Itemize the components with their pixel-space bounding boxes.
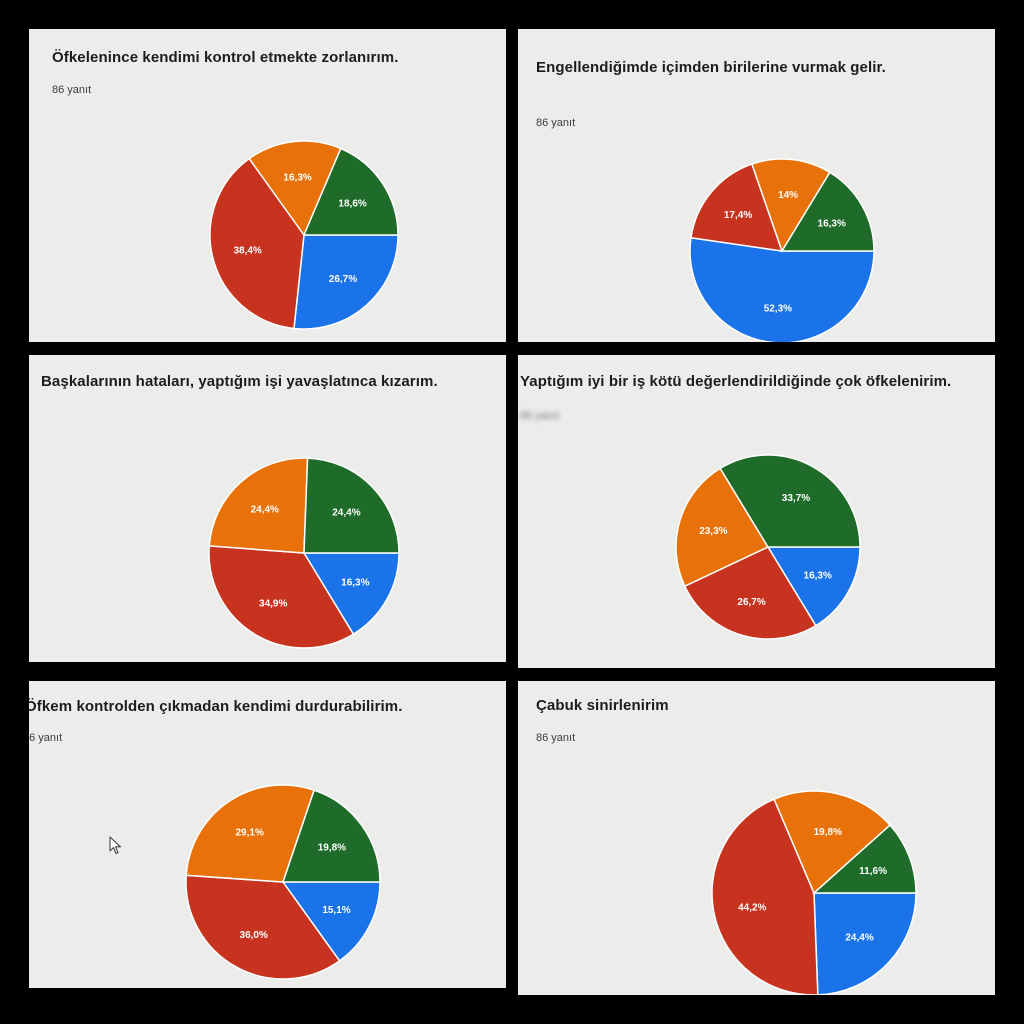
pie-slice-green <box>281 789 381 883</box>
pie-slice-green <box>812 824 917 894</box>
survey-panel-4: Yaptığım iyi bir iş kötü değerlendirildi… <box>518 355 995 668</box>
survey-panel-5: Öfkem kontrolden çıkmadan kendimi durdur… <box>29 681 506 988</box>
pie-slice-label: 44,2% <box>738 902 766 913</box>
pie-slice-blue <box>813 892 917 995</box>
pie-slice-orange <box>185 784 316 883</box>
pie-slice-label: 52,3% <box>764 303 792 314</box>
pie-slice-blue <box>293 234 399 330</box>
pie-slice-green <box>780 171 875 252</box>
pie-slice-label: 16,3% <box>341 577 369 588</box>
survey-panel-1: Öfkelenince kendimi kontrol etmekte zorl… <box>29 29 506 342</box>
response-count: 86 yanıt <box>520 410 560 422</box>
pie-slice-label: 24,4% <box>332 508 360 519</box>
pie-slice-orange <box>773 790 892 895</box>
survey-panel-2: Engellendiğimde içimden birilerine vurma… <box>518 29 995 342</box>
pie-slice-blue <box>766 546 861 627</box>
pie-slice-red <box>208 545 355 649</box>
question-title: Yaptığım iyi bir iş kötü değerlendirildi… <box>520 373 952 390</box>
pie-slice-red <box>185 874 341 980</box>
pie-slice-orange <box>675 467 770 588</box>
pie-slice-label: 26,7% <box>329 274 357 285</box>
question-title: Öfkem kontrolden çıkmadan kendimi durdur… <box>29 698 403 715</box>
response-count: 86 yanıt <box>29 732 63 744</box>
pie-slice-orange <box>248 140 342 237</box>
pie-slice-label: 38,4% <box>233 245 261 256</box>
pie-slice-orange <box>208 457 309 554</box>
response-count: 86 yanıt <box>52 84 92 96</box>
pie-slice-label: 29,1% <box>235 827 263 838</box>
pie-slice-label: 24,4% <box>251 505 279 516</box>
mouse-cursor-icon <box>109 836 122 855</box>
pie-slice-orange <box>750 158 831 253</box>
pie-slice-red <box>711 798 819 995</box>
pie-slice-blue <box>689 236 875 342</box>
pie-chart: 16,3% 26,7% 23,3% 33,7% <box>675 454 861 640</box>
pie-slice-green <box>719 454 861 548</box>
response-count: 86 yanıt <box>536 732 576 744</box>
pie-slice-label: 34,9% <box>259 599 287 610</box>
pie-slice-label: 15,1% <box>322 905 350 916</box>
pie-slice-label: 16,3% <box>818 219 846 230</box>
response-count: 86 yanıt <box>536 117 576 129</box>
pie-slice-red <box>683 546 817 640</box>
question-title: Başkalarının hataları, yaptığım işi yava… <box>41 373 438 390</box>
pie-slice-red <box>209 157 305 330</box>
question-title: Öfkelenince kendimi kontrol etmekte zorl… <box>52 49 399 66</box>
pie-chart: 15,1% 36,0% 29,1% 19,8% <box>185 784 381 980</box>
pie-chart: 26,7% 38,4% 16,3% 18,6% <box>209 140 399 330</box>
pie-slice-label: 24,4% <box>845 932 873 943</box>
pie-slice-label: 16,3% <box>283 173 311 184</box>
pie-chart: 24,4% 44,2% 19,8% 11,6% <box>711 790 917 995</box>
survey-panel-6: Çabuk sinirlenirim 86 yanıt 24,4% 44,2% 19… <box>518 681 995 995</box>
pie-slice-label: 18,6% <box>338 198 366 209</box>
pie-slice-green <box>302 147 399 236</box>
pie-slice-blue <box>281 881 381 962</box>
pie-slice-label: 14% <box>778 190 798 201</box>
pie-chart: 16,3% 34,9% 24,4% 24,4% <box>208 457 400 649</box>
pie-slice-label: 16,3% <box>804 570 832 581</box>
pie-slice-green <box>303 457 400 554</box>
pie-slice-label: 11,6% <box>859 866 887 877</box>
pie-chart: 52,3% 17,4% 14% 16,3% <box>689 158 875 342</box>
pie-slice-blue <box>302 552 400 636</box>
pie-slice-label: 19,8% <box>318 842 346 853</box>
pie-slice-label: 17,4% <box>724 210 752 221</box>
pie-slice-label: 19,8% <box>814 827 842 838</box>
question-title: Engellendiğimde içimden birilerine vurma… <box>536 59 886 76</box>
pie-slice-label: 23,3% <box>699 526 727 537</box>
pie-slice-label: 33,7% <box>782 493 810 504</box>
question-title: Çabuk sinirlenirim <box>536 697 669 714</box>
pie-slice-label: 36,0% <box>240 930 268 941</box>
pie-slice-label: 26,7% <box>737 597 765 608</box>
survey-panel-3: Başkalarının hataları, yaptığım işi yava… <box>29 355 506 662</box>
